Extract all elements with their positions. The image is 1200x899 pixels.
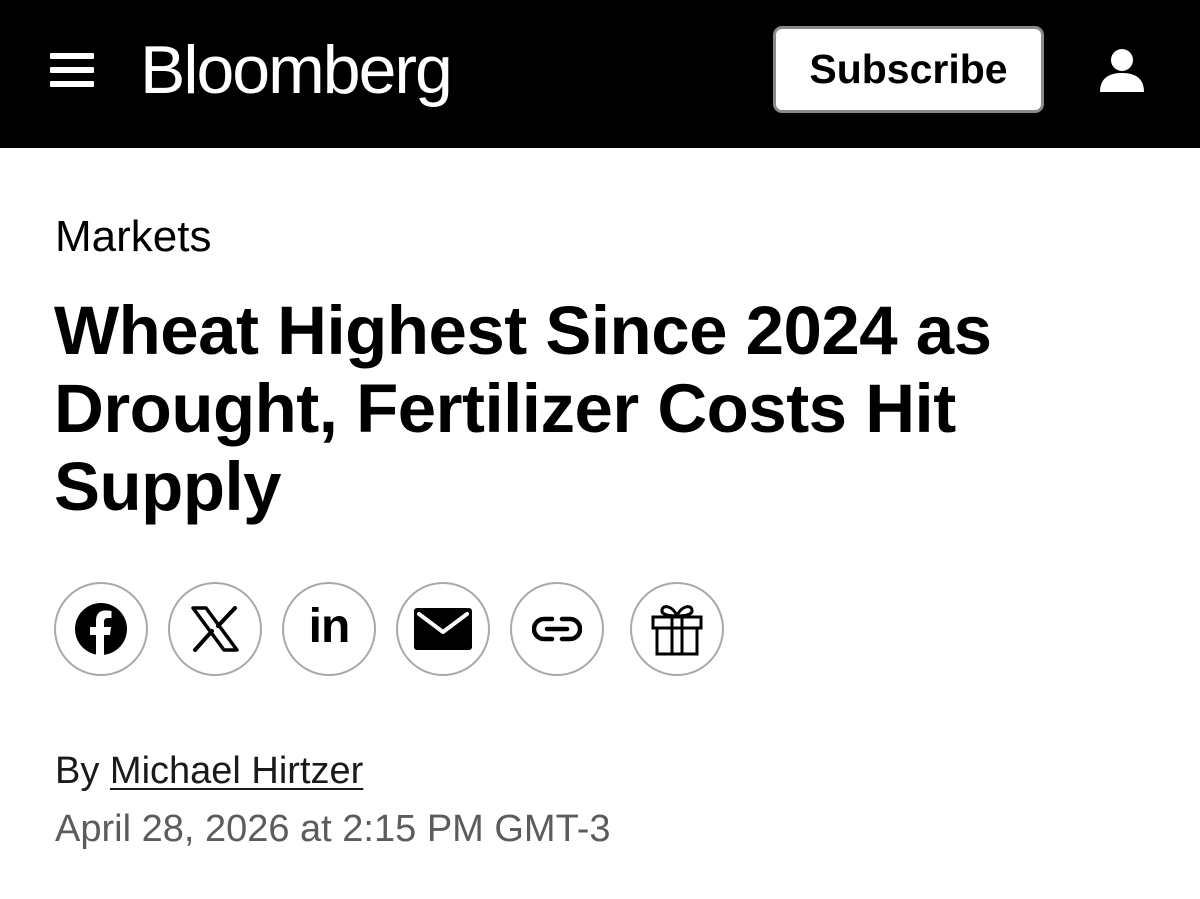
byline-prefix: By [55,750,100,792]
share-linkedin-button[interactable]: in [282,582,376,676]
email-icon [414,608,472,650]
author-link[interactable]: Michael Hirtzer [109,750,364,792]
share-x-button[interactable] [168,582,262,676]
byline: By Michael Hirtzer [55,746,363,796]
gift-article-button[interactable] [630,582,724,676]
user-account-icon[interactable] [1098,48,1146,92]
article-headline: Wheat Highest Since 2024 as Drought, Fer… [54,292,992,525]
linkedin-icon: in [308,600,351,653]
gift-icon [651,605,703,656]
facebook-icon [75,603,127,655]
bloomberg-logo[interactable]: Bloomberg [140,32,453,108]
site-header: Bloomberg Subscribe [0,0,1200,148]
link-icon [532,616,582,642]
subscribe-button[interactable]: Subscribe [773,26,1044,113]
share-email-button[interactable] [396,582,490,676]
x-icon [191,606,239,652]
copy-link-button[interactable] [510,582,604,676]
section-label[interactable]: Markets [55,212,212,261]
hamburger-menu-icon[interactable] [50,50,94,90]
publish-timestamp: April 28, 2026 at 2:15 PM GMT-3 [55,808,611,850]
share-facebook-button[interactable] [54,582,148,676]
